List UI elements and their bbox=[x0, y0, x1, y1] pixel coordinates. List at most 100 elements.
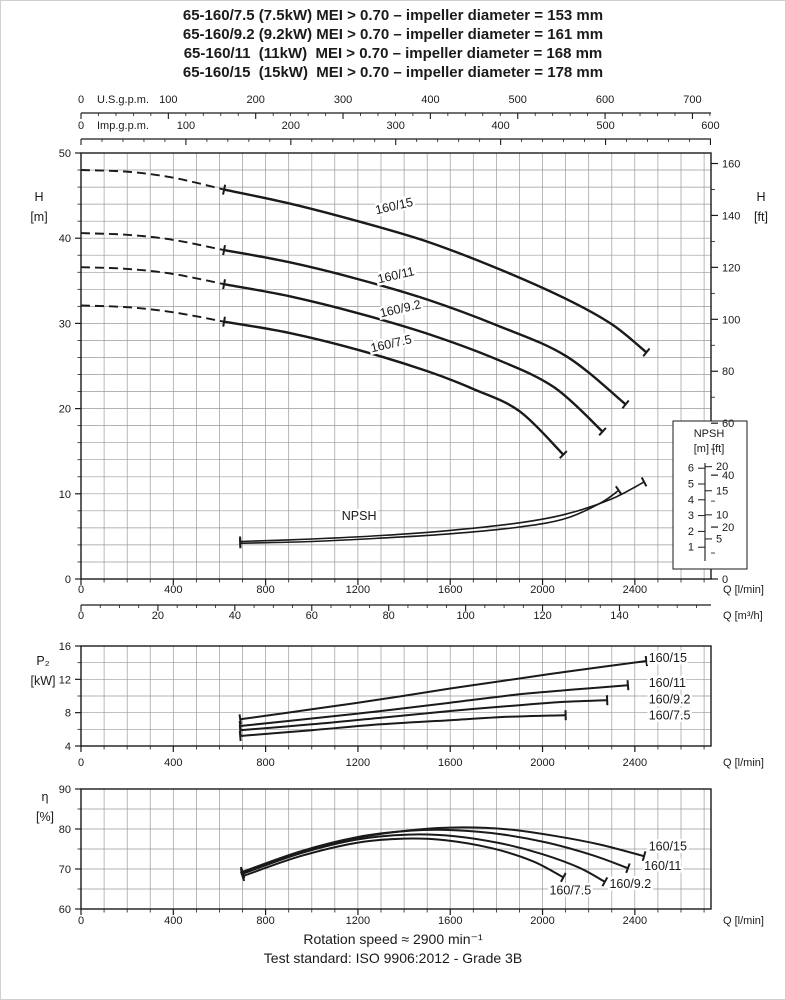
svg-text:120: 120 bbox=[533, 610, 551, 622]
svg-text:800: 800 bbox=[256, 584, 274, 596]
svg-text:20: 20 bbox=[59, 404, 71, 416]
svg-text:[%]: [%] bbox=[36, 810, 54, 824]
spec-line-7-5: 65-160/7.5 (7.5kW) MEI > 0.70 – impeller… bbox=[182, 7, 604, 24]
svg-text:120: 120 bbox=[722, 262, 740, 274]
curve-label-160-7.5: 160/7.5 bbox=[369, 332, 413, 355]
svg-text:800: 800 bbox=[256, 915, 274, 927]
series-160-11: 160/11 bbox=[239, 828, 684, 877]
svg-text:2400: 2400 bbox=[623, 584, 647, 596]
impeller-spec-header: 65-160/7.5 (7.5kW) MEI > 0.70 – impeller… bbox=[1, 6, 785, 82]
series-160-9.2: 160/9.2 bbox=[239, 833, 654, 894]
y-axis: 0 10 20 30 40 50 H [m] bbox=[30, 148, 81, 586]
grid bbox=[81, 789, 711, 909]
svg-text:5: 5 bbox=[688, 479, 694, 491]
curve-label-160-15: 160/15 bbox=[649, 651, 687, 665]
svg-text:800: 800 bbox=[256, 757, 274, 769]
svg-text:6: 6 bbox=[688, 463, 694, 475]
series-NPSH-lower bbox=[239, 485, 623, 549]
svg-text:60: 60 bbox=[722, 418, 734, 430]
test-standard-note: Test standard: ISO 9906:2012 - Grade 3B bbox=[263, 950, 523, 966]
x-axis: 0 400 800 1200 1600 2000 2400 Q [l/min] bbox=[78, 746, 764, 769]
x-axis: 0 400 800 1200 1600 2000 2400 Q [l/min] bbox=[78, 909, 764, 927]
svg-text:H: H bbox=[34, 190, 43, 204]
grid bbox=[81, 646, 711, 746]
svg-text:40: 40 bbox=[722, 470, 734, 482]
svg-text:300: 300 bbox=[387, 120, 405, 132]
svg-text:0: 0 bbox=[78, 584, 84, 596]
svg-text:[m] [ft]: [m] [ft] bbox=[694, 443, 725, 455]
series-160-15: 160/15 bbox=[239, 826, 689, 879]
svg-text:200: 200 bbox=[282, 120, 300, 132]
svg-text:H: H bbox=[756, 190, 765, 204]
svg-text:40: 40 bbox=[229, 610, 241, 622]
svg-text:20: 20 bbox=[716, 461, 728, 473]
series-160-11: 160/11 bbox=[238, 673, 689, 732]
svg-text:2400: 2400 bbox=[623, 757, 647, 769]
npsh-scale-box: NPSH [m] [ft] 1 2 3 4 5 6 5 10 15 20 bbox=[672, 420, 748, 570]
svg-text:2400: 2400 bbox=[623, 915, 647, 927]
svg-text:500: 500 bbox=[596, 120, 614, 132]
curve-label-160-7.5: 160/7.5 bbox=[549, 884, 591, 898]
svg-text:Q [l/min]: Q [l/min] bbox=[723, 915, 764, 927]
svg-text:2000: 2000 bbox=[530, 757, 554, 769]
rotation-speed-note: Rotation speed ≈ 2900 min⁻¹ bbox=[303, 931, 483, 947]
svg-text:60: 60 bbox=[306, 610, 318, 622]
series-160-9.2: 160/9.2 bbox=[238, 690, 693, 736]
svg-text:80: 80 bbox=[383, 610, 395, 622]
svg-text:20: 20 bbox=[722, 522, 734, 534]
svg-text:2: 2 bbox=[688, 526, 694, 538]
svg-text:1600: 1600 bbox=[438, 757, 462, 769]
svg-text:400: 400 bbox=[491, 120, 509, 132]
svg-text:4: 4 bbox=[65, 741, 71, 753]
m3h-axis: 0 20 40 60 80 100 120 140 Q [m³/h] bbox=[78, 604, 763, 622]
svg-text:1600: 1600 bbox=[438, 915, 462, 927]
curve-label-160-11: 160/11 bbox=[649, 676, 686, 690]
svg-text:15: 15 bbox=[716, 485, 728, 497]
svg-text:16: 16 bbox=[59, 641, 71, 653]
curve-label-160-9.2: 160/9.2 bbox=[379, 297, 423, 320]
svg-text:1: 1 bbox=[688, 542, 694, 554]
svg-text:400: 400 bbox=[164, 584, 182, 596]
series-160-9.2: 160/9.2 bbox=[80, 266, 607, 436]
y-axis: 4 8 12 16 P₂ [kW] bbox=[31, 641, 81, 753]
svg-text:700: 700 bbox=[683, 94, 701, 106]
svg-text:300: 300 bbox=[334, 94, 352, 106]
svg-text:160: 160 bbox=[722, 158, 740, 170]
svg-text:100: 100 bbox=[177, 120, 195, 132]
svg-text:80: 80 bbox=[59, 824, 71, 836]
svg-text:100: 100 bbox=[722, 314, 740, 326]
svg-text:1200: 1200 bbox=[346, 757, 370, 769]
svg-text:η: η bbox=[42, 790, 49, 804]
svg-text:90: 90 bbox=[59, 784, 71, 796]
svg-text:2000: 2000 bbox=[530, 915, 554, 927]
svg-text:1200: 1200 bbox=[346, 915, 370, 927]
svg-text:60: 60 bbox=[59, 904, 71, 916]
spec-line-9-2: 65-160/9.2 (9.2kW) MEI > 0.70 – impeller… bbox=[182, 26, 604, 43]
svg-text:200: 200 bbox=[247, 94, 265, 106]
svg-text:1600: 1600 bbox=[438, 584, 462, 596]
svg-text:0: 0 bbox=[78, 94, 84, 106]
power-chart: 0 400 800 1200 1600 2000 2400 Q [l/min] 4 8 12 16 P₂… bbox=[31, 641, 764, 769]
curve-label-160-9.2: 160/9.2 bbox=[609, 877, 651, 891]
plot-frame bbox=[80, 152, 712, 580]
svg-text:0: 0 bbox=[78, 610, 84, 622]
curve-label-160-7.5: 160/7.5 bbox=[649, 708, 691, 722]
curve-label-160-9.2: 160/9.2 bbox=[649, 693, 691, 707]
series-NPSH-upper: NPSH bbox=[239, 476, 648, 547]
svg-text:12: 12 bbox=[59, 674, 71, 686]
svg-text:4: 4 bbox=[688, 494, 694, 506]
svg-text:0: 0 bbox=[78, 120, 84, 132]
efficiency-chart: 0 400 800 1200 1600 2000 2400 Q [l/min] 60 70 80 90… bbox=[36, 784, 764, 927]
svg-text:NPSH: NPSH bbox=[694, 428, 725, 440]
head-flow-chart: 0 400 800 1200 1600 2000 2400 Q [l/min]01020304… bbox=[30, 94, 768, 622]
curve-label-160-15: 160/15 bbox=[374, 195, 414, 217]
series-160-7.5: 160/7.5 bbox=[80, 304, 568, 459]
svg-text:70: 70 bbox=[59, 864, 71, 876]
top-axis-imp-gpm: 0 100 200 300 400 500 600 Imp.g.p.m. bbox=[78, 120, 720, 145]
svg-text:600: 600 bbox=[701, 120, 719, 132]
series-160-7.5: 160/7.5 bbox=[238, 706, 693, 742]
svg-text:5: 5 bbox=[716, 533, 722, 545]
svg-text:100: 100 bbox=[159, 94, 177, 106]
svg-text:20: 20 bbox=[152, 610, 164, 622]
